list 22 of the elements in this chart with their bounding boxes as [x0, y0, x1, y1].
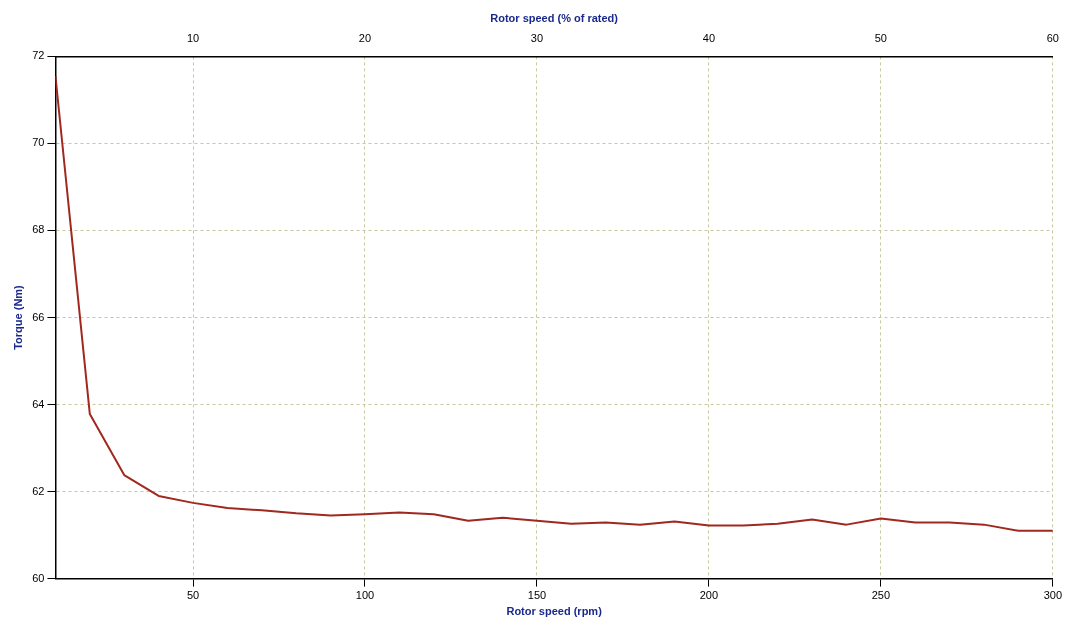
- y-tick-label: 70: [32, 136, 45, 149]
- x-tick-label: 200: [699, 589, 719, 602]
- y-tick-label: 66: [32, 310, 45, 323]
- x2-tick-label: 50: [874, 31, 887, 44]
- x2-tick-label: 40: [702, 31, 716, 44]
- x-tick-label: 150: [527, 589, 547, 602]
- x-axis-title: Rotor speed (rpm): [506, 605, 603, 618]
- x2-tick-label: 20: [358, 31, 372, 44]
- x2-tick-label: 10: [186, 31, 200, 44]
- x-tick-label: 300: [1043, 589, 1062, 602]
- y-axis-title: Torque (Nm): [11, 284, 24, 350]
- y-tick-label: 72: [32, 49, 45, 62]
- y-tick-label: 60: [32, 571, 45, 584]
- x-tick-label: 50: [186, 589, 200, 602]
- x2-axis-title: Rotor speed (% of rated): [490, 11, 619, 24]
- x2-tick-label: 30: [530, 31, 544, 44]
- x2-tick-label: 60: [1046, 31, 1059, 44]
- y-tick-label: 68: [32, 223, 45, 236]
- x-tick-label: 100: [355, 589, 375, 602]
- y-tick-label: 64: [32, 397, 45, 410]
- y-tick-label: 62: [32, 484, 45, 497]
- x-tick-label: 250: [871, 589, 891, 602]
